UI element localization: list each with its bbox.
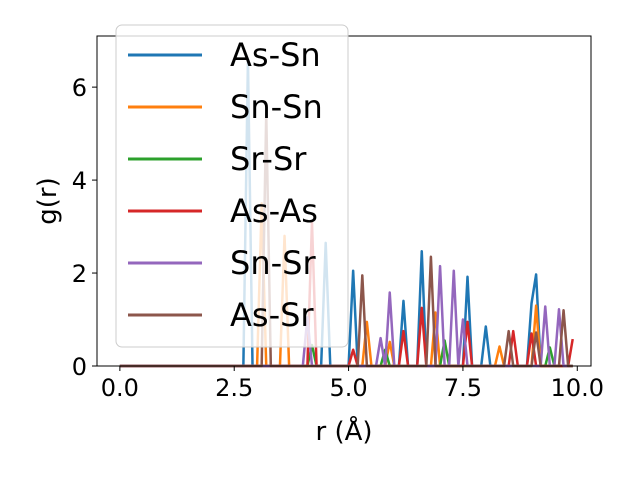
y-axis-ticks: 0 2 4 6 [72, 74, 97, 381]
legend-label: As-Sr [230, 296, 314, 334]
x-tick-label: 7.5 [444, 374, 482, 402]
x-axis-label: r (Å) [315, 415, 372, 447]
legend-label: Sr-Sr [230, 140, 307, 178]
x-tick-label: 0.0 [101, 374, 139, 402]
legend: As-Sn Sn-Sn Sr-Sr As-As Sn-Sr As-Sr [115, 24, 349, 348]
x-tick-label: 2.5 [215, 374, 253, 402]
y-tick-label: 2 [72, 260, 87, 288]
y-tick-label: 4 [72, 167, 87, 195]
legend-label: Sn-Sr [230, 244, 316, 282]
x-axis-ticks: 0.0 2.5 5.0 7.5 10.0 [101, 366, 604, 402]
y-tick-label: 0 [72, 353, 87, 381]
legend-label: As-Sn [230, 36, 321, 74]
x-tick-label: 10.0 [551, 374, 604, 402]
legend-label: As-As [230, 192, 318, 230]
y-tick-label: 6 [72, 74, 87, 102]
x-tick-label: 5.0 [329, 374, 367, 402]
y-axis-label: g(r) [33, 177, 63, 224]
legend-label: Sn-Sn [230, 88, 323, 126]
